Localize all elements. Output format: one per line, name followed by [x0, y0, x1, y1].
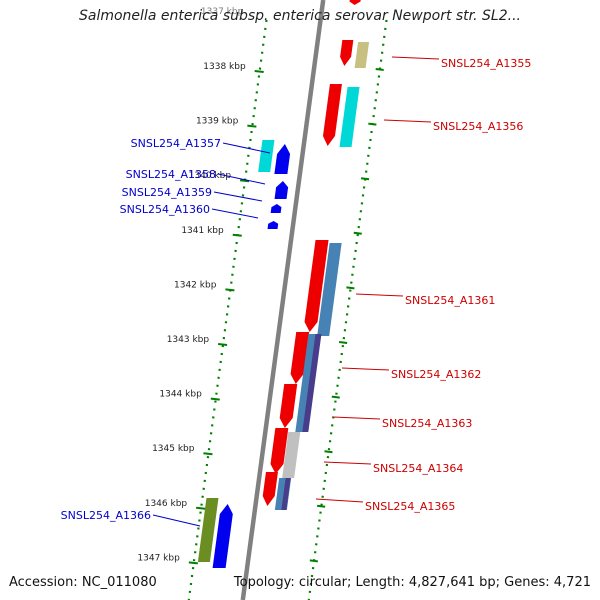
tick-mark-outer	[375, 68, 384, 71]
tick-mark	[217, 343, 228, 346]
cds-reverse-1359	[270, 204, 282, 213]
leader-line	[341, 367, 390, 371]
cds-reverse-1366	[212, 504, 233, 568]
tick-mark-outer	[331, 395, 340, 399]
gene-labels: SNSL254_A1355 SNSL254_A1356 SNSL254_A1361 S…	[61, 56, 531, 527]
leader-line	[323, 461, 372, 465]
tick-label-1346: 1346 kbp	[145, 499, 188, 509]
tick-label-1344: 1344 kbp	[159, 390, 202, 400]
leader-line	[383, 119, 432, 123]
tick-mark-outer	[360, 177, 370, 181]
gene-label-snsl254_a1365: SNSL254_A1365	[365, 500, 455, 513]
cds-forward-1355	[340, 40, 354, 66]
tick-label-1343: 1343 kbp	[167, 335, 210, 345]
tick-mark	[254, 70, 264, 73]
feature-grey-1364	[282, 432, 301, 478]
tick-label-1338: 1338 kbp	[203, 62, 246, 72]
gene-label-snsl254_a1363: SNSL254_A1363	[382, 417, 472, 430]
cds-forward-1364	[270, 428, 289, 474]
genome-backbone	[240, 0, 326, 600]
tick-mark	[225, 288, 235, 292]
gene-label-snsl254_a1355: SNSL254_A1355	[441, 57, 531, 70]
leader-line	[315, 498, 364, 503]
gene-features	[197, 0, 370, 568]
tick-mark-outer	[353, 231, 362, 235]
tick-mark	[203, 452, 213, 456]
gene-label-snsl254_a1358: SNSL254_A1358	[126, 168, 216, 181]
tick-mark-outer	[346, 286, 355, 290]
leader-line	[332, 416, 381, 420]
tick-mark	[188, 561, 198, 565]
leader-line	[211, 208, 259, 219]
leader-line	[152, 514, 201, 527]
kbp-ticks: 1337 kbp 1338 kbp 1339 kbp 1340 kbp 1341 kbp…	[137, 7, 384, 565]
gene-label-snsl254_a1357: SNSL254_A1357	[131, 137, 221, 150]
cds-forward-1363	[279, 384, 298, 428]
gene-label-snsl254_a1356: SNSL254_A1356	[433, 120, 523, 133]
leader-line	[391, 56, 440, 60]
tick-label-1339: 1339 kbp	[196, 117, 239, 127]
topology-text: Topology: circular; Length: 4,827,641 bp…	[233, 575, 591, 590]
cds-forward-1361	[304, 240, 329, 332]
feature-khaki-1355	[354, 42, 370, 68]
gene-label-snsl254_a1364: SNSL254_A1364	[373, 462, 463, 475]
tick-label-1347: 1347 kbp	[137, 553, 180, 563]
tick-mark-outer	[338, 341, 348, 344]
tick-mark	[239, 179, 250, 183]
tick-label-1337-faded: 1337 kbp	[201, 7, 244, 17]
cds-forward-top	[349, 0, 361, 5]
tick-mark	[210, 397, 220, 401]
cds-forward-1356	[322, 84, 342, 146]
tick-label-1342: 1342 kbp	[174, 280, 217, 290]
leader-line	[217, 173, 266, 185]
tick-mark	[232, 233, 242, 237]
cds-reverse-1357	[274, 144, 291, 174]
cds-reverse-1360	[267, 221, 279, 229]
tick-mark	[196, 506, 206, 510]
leader-line	[213, 191, 263, 202]
outer-dotted-ring	[307, 19, 388, 600]
cds-reverse-1358	[274, 181, 289, 199]
feature-purple-1362	[302, 334, 322, 432]
feature-purple-1365	[281, 478, 291, 510]
gene-label-snsl254_a1359: SNSL254_A1359	[122, 186, 212, 199]
accession-text: Accession: NC_011080	[9, 575, 157, 590]
tick-label-1341: 1341 kbp	[181, 226, 224, 236]
backbone-and-dotted-rings	[187, 0, 388, 600]
gene-label-snsl254_a1362: SNSL254_A1362	[391, 368, 481, 381]
gene-label-snsl254_a1360: SNSL254_A1360	[120, 203, 210, 216]
cds-forward-1365	[262, 472, 278, 506]
tick-mark	[247, 124, 257, 128]
inner-dotted-ring	[187, 19, 268, 600]
gene-label-snsl254_a1366: SNSL254_A1366	[61, 509, 151, 522]
feature-olive-1366	[197, 498, 219, 562]
organism-title: Salmonella enterica subsp. enterica sero…	[79, 8, 521, 24]
feature-cyan-1356	[339, 87, 360, 147]
tick-mark-outer	[368, 122, 377, 126]
tick-mark-outer	[317, 504, 326, 508]
feature-cyan-1357	[258, 140, 275, 172]
tick-label-1340: 1340 kbp	[189, 171, 232, 181]
gene-label-snsl254_a1361: SNSL254_A1361	[405, 294, 495, 307]
feature-steelblue-1361	[317, 243, 342, 336]
leader-line	[222, 142, 271, 154]
cds-forward-1362	[290, 332, 310, 384]
tick-mark-outer	[324, 450, 333, 454]
tick-label-1345: 1345 kbp	[152, 444, 195, 454]
tick-mark-outer	[309, 559, 318, 563]
leader-line	[355, 293, 404, 297]
